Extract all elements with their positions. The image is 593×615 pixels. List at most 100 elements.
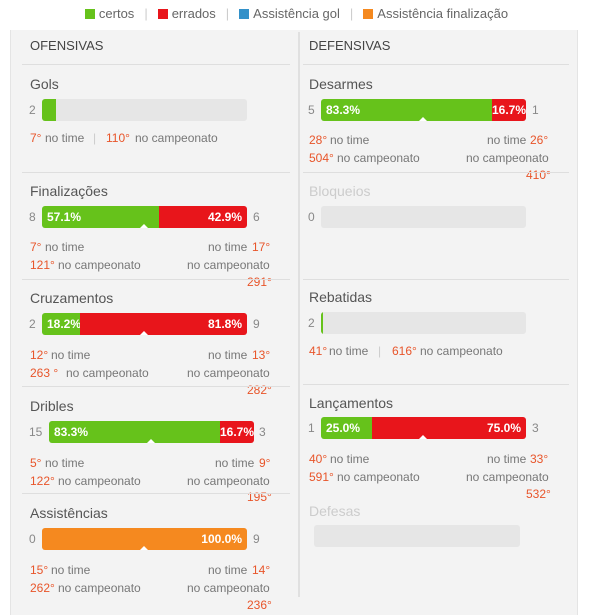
rebatidas-pipe: | [378, 344, 382, 358]
dribles-camp-label-l: no campeonato [58, 474, 141, 488]
legend-errados: errados [157, 0, 216, 28]
bloqueios-bar [321, 206, 526, 228]
finalizacoes-camp-rank-l: 121° [30, 258, 55, 272]
gols-team-rank: 7° [30, 131, 42, 145]
finalizacoes-err-segment: 42.9% [159, 206, 247, 228]
desarmes-ok-segment: 83.3% [321, 99, 492, 121]
legend-errados-label: errados [171, 6, 216, 21]
defesas-title: Defesas [309, 503, 361, 519]
defesas-bar [314, 525, 520, 547]
lancamentos-err-segment: 75.0% [372, 417, 526, 439]
dribles-ok-segment: 83.3% [49, 421, 220, 443]
lancamentos-camp-label-r: no campeonato [466, 470, 549, 484]
finalizacoes-camp-label-l: no campeonato [58, 258, 141, 272]
finalizacoes-title: Finalizações [30, 183, 108, 199]
bloqueios-count: 0 [308, 210, 315, 224]
cruzamentos-team-label-l: no time [51, 348, 91, 362]
finalizacoes-team-rank-l: 7° [30, 240, 42, 254]
gols-bar [42, 99, 247, 121]
ofensivas-title: OFENSIVAS [30, 38, 104, 53]
assistencias-notch [140, 546, 148, 550]
legend: certos | errados | Assistência gol | Assistênc… [0, 0, 593, 28]
lancamentos-camp-rank-l: 591° [309, 470, 334, 484]
rebatidas-camp-rank: 616° [392, 344, 417, 358]
desarmes-team-rank-r: 26° [530, 133, 549, 147]
desarmes-team-label-l: no time [330, 133, 370, 147]
finalizacoes-ok-segment: 57.1% [42, 206, 159, 228]
lancamentos-camp-rank-r: 532° [526, 487, 551, 501]
lancamentos-ok-segment: 25.0% [321, 417, 372, 439]
desarmes-camp-rank-r: 410° [526, 168, 551, 182]
rebatidas-fill [321, 312, 323, 334]
dribles-title: Dribles [30, 398, 74, 414]
lancamentos-title: Lançamentos [309, 395, 394, 411]
finalizacoes-team-label-r: no time [208, 240, 248, 254]
finalizacoes-team-rank-r: 17° [252, 240, 271, 254]
rebatidas-team-rank: 41° [309, 344, 328, 358]
desarmes-separator [303, 172, 569, 173]
finalizacoes-camp-rank-r: 291° [247, 275, 272, 289]
rebatidas-separator [303, 384, 569, 385]
assistencias-camp-label-r: no campeonato [187, 581, 270, 595]
desarmes-camp-rank-l: 504° [309, 151, 334, 165]
assistencias-segment: 100.0% [42, 528, 247, 550]
dribles-notch [147, 439, 155, 443]
assistencias-camp-rank-l: 262° [30, 581, 55, 595]
desarmes-notch [419, 117, 427, 121]
legend-assist-final: Assistência finalização [363, 0, 508, 28]
legend-assist-gol-swatch [239, 9, 250, 19]
dribles-team-label-r: no time [215, 456, 255, 470]
gols-camp-label: no campeonato [135, 131, 218, 145]
gols-team-label: no time [45, 131, 85, 145]
rebatidas-camp-label: no campeonato [420, 344, 503, 358]
gols-pipe: | [93, 131, 97, 145]
gols-camp-rank: 110° [106, 131, 130, 145]
cruzamentos-title: Cruzamentos [30, 290, 114, 306]
cruzamentos-ok-segment: 18.2% [42, 313, 81, 335]
cruzamentos-err-segment: 81.8% [80, 313, 247, 335]
desarmes-title: Desarmes [309, 76, 373, 92]
finalizacoes-separator [22, 279, 290, 280]
cruzamentos-camp-label-r: no campeonato [187, 366, 270, 380]
lancamentos-team-label-r: no time [487, 452, 527, 466]
assistencias-bar: 100.0% [42, 528, 247, 550]
lancamentos-bar: 25.0% 75.0% [321, 417, 526, 439]
desarmes-team-rank-l: 28° [309, 133, 328, 147]
gols-separator [22, 172, 290, 173]
gols-title: Gols [30, 76, 59, 92]
desarmes-camp-label-l: no campeonato [337, 151, 420, 165]
cruzamentos-team-rank-l: 12° [30, 348, 49, 362]
lancamentos-team-rank-r: 33° [530, 452, 549, 466]
gols-fill [42, 99, 56, 121]
lancamentos-team-label-l: no time [330, 452, 370, 466]
assistencias-camp-rank-r: 236° [247, 598, 272, 612]
desarmes-team-label-r: no time [487, 133, 527, 147]
finalizacoes-notch [140, 224, 148, 228]
defensivas-header-line [303, 64, 569, 65]
desarmes-camp-label-r: no campeonato [466, 151, 549, 165]
assistencias-camp-label-l: no campeonato [58, 581, 141, 595]
assistencias-left-count: 0 [29, 532, 36, 546]
cruzamentos-team-label-r: no time [208, 348, 248, 362]
finalizacoes-left-count: 8 [29, 210, 36, 224]
legend-errados-swatch [157, 9, 168, 19]
dribles-team-rank-l: 5° [30, 456, 42, 470]
finalizacoes-bar: 57.1% 42.9% [42, 206, 247, 228]
assistencias-team-label-r: no time [208, 563, 248, 577]
dribles-separator [22, 493, 290, 494]
cruzamentos-camp-rank-l: 263 ° [30, 366, 59, 380]
dribles-left-count: 15 [29, 425, 43, 439]
cruzamentos-notch [140, 331, 148, 335]
legend-assist-final-label: Assistência finalização [377, 6, 509, 21]
bloqueios-title: Bloqueios [309, 183, 371, 199]
dribles-right-count: 3 [259, 425, 266, 439]
legend-assist-gol-label: Assistência gol [253, 6, 340, 21]
lancamentos-camp-label-l: no campeonato [337, 470, 420, 484]
cruzamentos-camp-label-l: no campeonato [66, 366, 149, 380]
dribles-camp-label-r: no campeonato [187, 474, 270, 488]
assistencias-team-rank-l: 15° [30, 563, 49, 577]
dribles-team-rank-r: 9° [259, 456, 271, 470]
legend-assist-gol: Assistência gol [239, 0, 340, 28]
assistencias-team-rank-r: 14° [252, 563, 271, 577]
finalizacoes-right-count: 6 [253, 210, 260, 224]
